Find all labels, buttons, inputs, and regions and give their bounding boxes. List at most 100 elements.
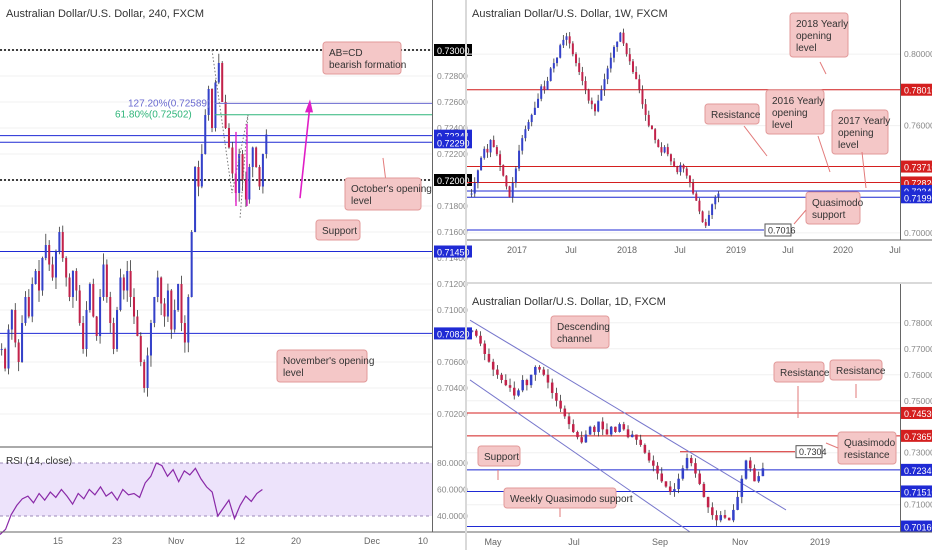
candle-daily-body [715,515,718,521]
time-tick-4h: 12 [235,536,245,546]
candle-weekly-body [660,147,663,153]
candle-4h-body [153,297,156,323]
panel-divider-vertical [465,0,467,550]
candle-daily-body [605,429,609,435]
candle-weekly-body [594,104,596,112]
candle-weekly-body [654,129,657,140]
candle-4h-body [156,277,159,297]
candle-daily-body [542,369,546,375]
chart-title-daily: Australian Dollar/U.S. Dollar, 1D, FXCM [472,296,666,308]
panel-divider-horizontal [467,282,932,284]
level-label-4h-bg [434,44,472,56]
candle-daily-body [521,379,524,391]
candle-4h-body [255,147,258,167]
candle-4h-body [170,290,173,330]
candle-weekly-body [597,100,600,112]
time-axis-4h: 15 23 Nov 12 20 Dec 10 [53,536,428,546]
annot-support-daily-line: Support [484,452,519,463]
annot-2018-box [789,12,849,58]
candle-daily-body [576,431,579,438]
price-tick-daily: 0.75000 [904,396,932,406]
candle-weekly-body [552,63,555,69]
level-label-weekly-bg [901,191,932,204]
candle-daily-body [652,460,655,466]
candle-4h-body [197,167,200,187]
candle-4h-body [143,362,146,388]
candle-weekly-body [669,154,672,162]
time-tick-weekly: Jul [674,245,686,255]
candle-4h-body [204,115,207,154]
candle-4h-body [166,290,169,317]
candle-weekly-body [470,193,473,195]
quasimodo-resistance-tag-bg [795,445,823,459]
level-label-4h-bg [434,327,472,340]
candle-4h-body [241,154,244,180]
candle-daily-body [512,387,516,396]
price-axis-line-weekly [900,0,901,240]
candle-weekly-body [518,150,521,169]
candle-weekly-body [492,139,495,148]
candle-daily-body [744,460,748,479]
arrow-head-large [305,99,313,113]
candle-daily-body [698,473,701,484]
candle-weekly-body [628,54,631,62]
candle-daily-body [668,486,672,492]
price-tick-daily: 0.71000 [904,500,932,510]
channel-daily [469,319,787,533]
candle-4h-body [251,147,254,167]
candle-4h-body [68,277,71,297]
price-tick-4h: 0.71200 [437,279,468,289]
level-label-weekly: 0.71990 [904,193,932,203]
candle-daily-body [479,335,482,344]
level-label-4h: 0.70820 [437,329,470,339]
annot-quasimodo-support-line: Quasimodo [812,198,864,209]
time-tick-weekly: 2019 [726,245,746,255]
candle-daily-body [588,426,592,435]
candle-weekly-body [565,36,568,40]
annot-resistance-daily-2-line: Resistance [836,366,886,377]
candle-weekly-body [502,164,505,176]
time-axis-weekly: 2017 Jul 2018 Jul 2019 Jul 2020 Jul [507,245,901,255]
candle-4h-body [61,232,64,258]
candle-daily-body [622,424,626,430]
candle-weekly-body [707,214,710,226]
price-axis-line-daily [900,284,901,532]
annot-resistance-daily-2-box [829,359,883,381]
price-tick-4h: 0.72600 [437,97,468,107]
candle-weekly-body [663,147,666,153]
rsi-tick: 60.0000 [437,485,468,495]
candle-weekly-body [698,200,701,212]
annot-support-daily-box [477,445,521,467]
candle-daily-body [601,421,605,430]
candle-4h-body [34,271,37,284]
annot-november-box [276,349,368,383]
candle-4h-body [177,284,180,310]
candle-4h-body [78,290,81,323]
price-axis-4h: 0.73000 0.72800 0.72600 0.72400 0.72200 0.720… [434,44,472,419]
price-tick-4h: 0.70200 [437,409,468,419]
candle-daily-body [673,489,676,492]
candle-daily-body [500,374,503,380]
time-tick-weekly: Jul [565,245,577,255]
candle-4h-body [227,128,231,148]
candle-4h-body [71,271,74,297]
pointer-quasimodo-daily [825,442,839,449]
candle-4h-body [75,271,78,291]
candle-daily-body [740,478,744,497]
candle-daily-body [580,437,583,443]
candle-weekly-body [685,168,688,176]
price-tick-4h: 0.71000 [437,305,468,315]
candle-weekly-body [530,114,533,123]
candle-daily-body [483,343,487,354]
candle-4h-body [82,323,85,349]
candle-daily-body [753,468,756,482]
candle-4h-body [126,271,129,291]
price-tick-4h: 0.70600 [437,357,468,367]
candle-daily-body [529,374,533,386]
candle-weekly-body [704,222,707,226]
candle-4h-body [105,264,108,297]
